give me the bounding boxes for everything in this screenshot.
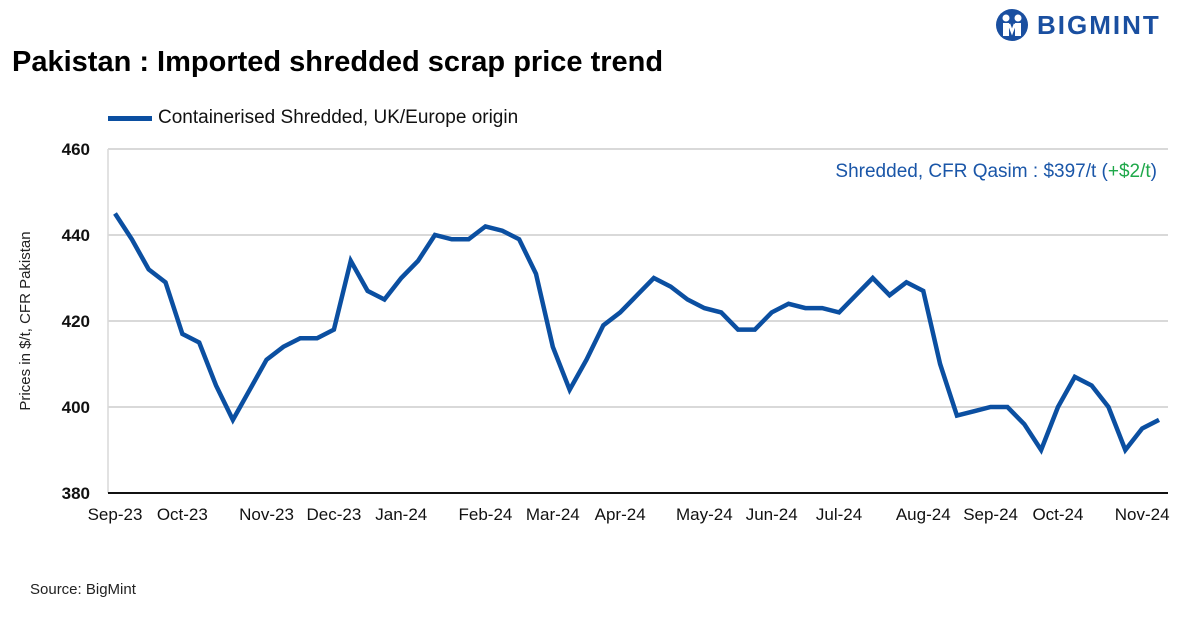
- x-tick-label: May-24: [676, 505, 733, 524]
- annotation-suffix: ): [1151, 161, 1157, 182]
- series-line: [113, 212, 1161, 455]
- x-tick-label: Oct-23: [157, 505, 208, 524]
- y-axis-title: Prices in $/t, CFR Pakistan: [17, 231, 34, 410]
- annotation-change: +$2/t: [1108, 161, 1152, 182]
- y-tick-label: 380: [62, 484, 90, 503]
- x-tick-label: Nov-24: [1115, 505, 1170, 524]
- bigmint-logo-icon: [996, 9, 1028, 41]
- x-tick-label: Mar-24: [526, 505, 580, 524]
- x-tick-label: Feb-24: [459, 505, 513, 524]
- price-annotation: Shredded, CFR Qasim : $397/t (+$2/t): [835, 161, 1157, 182]
- x-tick-label: Sep-24: [963, 505, 1018, 524]
- x-tick-label: Sep-23: [88, 505, 143, 524]
- chart-title: Pakistan : Imported shredded scrap price…: [12, 46, 664, 78]
- legend: Containerised Shredded, UK/Europe origin: [108, 107, 518, 129]
- source-note: Source: BigMint: [30, 581, 136, 598]
- y-tick-label: 400: [62, 398, 90, 417]
- bigmint-logo: BIGMINT: [995, 8, 1161, 42]
- x-tick-label: Oct-24: [1032, 505, 1083, 524]
- x-tick-label: Apr-24: [595, 505, 646, 524]
- brand-name: BIGMINT: [1037, 9, 1161, 40]
- x-tick-label: Aug-24: [896, 505, 951, 524]
- y-tick-label: 460: [62, 140, 90, 159]
- legend-label: Containerised Shredded, UK/Europe origin: [158, 107, 519, 128]
- x-tick-label: Jul-24: [816, 505, 862, 524]
- y-tick-label: 420: [62, 312, 90, 331]
- x-tick-label: Jan-24: [375, 505, 427, 524]
- y-tick-label: 440: [62, 226, 90, 245]
- legend-line-swatch: [108, 115, 152, 121]
- x-tick-label: Nov-23: [239, 505, 294, 524]
- x-tick-label: Jun-24: [746, 505, 798, 524]
- annotation-prefix: Shredded, CFR Qasim : $397/t (: [835, 161, 1108, 182]
- x-tick-label: Dec-23: [306, 505, 361, 524]
